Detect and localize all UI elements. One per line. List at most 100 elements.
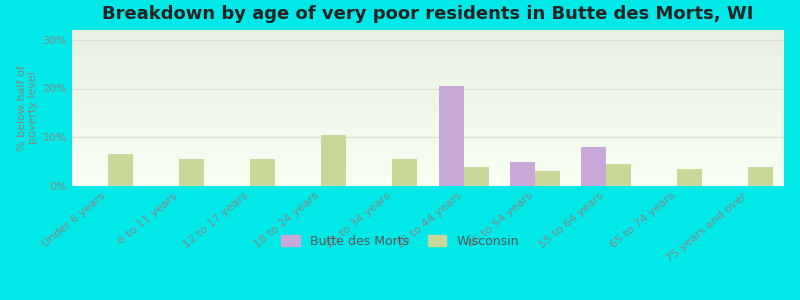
Bar <box>72 136 784 138</box>
Bar <box>438 86 464 186</box>
Bar <box>72 155 784 156</box>
Bar <box>72 47 784 49</box>
Bar <box>72 43 784 44</box>
Bar <box>72 97 784 99</box>
Bar <box>72 172 784 173</box>
Bar <box>72 99 784 100</box>
Bar <box>72 86 784 88</box>
Bar <box>72 50 784 52</box>
Bar <box>72 110 784 111</box>
Bar <box>72 114 784 116</box>
Bar <box>581 147 606 186</box>
Bar <box>72 142 784 144</box>
Bar <box>72 153 784 155</box>
Bar <box>72 160 784 161</box>
Bar <box>72 95 784 97</box>
Bar <box>72 175 784 177</box>
Bar <box>72 170 784 172</box>
Bar <box>72 177 784 178</box>
Bar <box>72 33 784 35</box>
Bar <box>72 68 784 69</box>
Bar <box>72 184 784 186</box>
Bar <box>72 92 784 94</box>
Bar <box>72 77 784 78</box>
Bar <box>72 128 784 130</box>
Bar <box>72 173 784 175</box>
Bar <box>72 89 784 91</box>
Bar <box>72 39 784 41</box>
Bar <box>72 100 784 102</box>
Bar <box>72 183 784 184</box>
Bar <box>72 63 784 64</box>
Bar <box>72 134 784 136</box>
Bar <box>72 72 784 74</box>
Bar <box>72 141 784 142</box>
Bar <box>72 130 784 131</box>
Bar <box>72 61 784 63</box>
Bar <box>72 69 784 70</box>
Bar <box>72 158 784 160</box>
Bar <box>72 94 784 95</box>
Bar <box>464 167 489 186</box>
Bar <box>72 91 784 92</box>
Bar <box>72 166 784 167</box>
Bar <box>72 124 784 125</box>
Bar <box>72 127 784 128</box>
Bar <box>72 156 784 158</box>
Bar <box>72 49 784 50</box>
Bar <box>72 41 784 43</box>
Bar <box>72 66 784 68</box>
Bar <box>72 178 784 180</box>
Bar <box>72 121 784 122</box>
Bar <box>72 125 784 127</box>
Legend: Butte des Morts, Wisconsin: Butte des Morts, Wisconsin <box>276 230 524 253</box>
Bar <box>72 85 784 86</box>
Bar <box>72 52 784 53</box>
Bar <box>179 159 204 186</box>
Bar <box>72 56 784 58</box>
Bar <box>72 108 784 110</box>
Bar <box>72 60 784 61</box>
Bar <box>107 154 133 186</box>
Bar <box>72 75 784 77</box>
Title: Breakdown by age of very poor residents in Butte des Morts, WI: Breakdown by age of very poor residents … <box>102 5 754 23</box>
Bar <box>72 138 784 139</box>
Bar <box>72 80 784 82</box>
Bar <box>749 167 774 186</box>
Bar <box>72 163 784 164</box>
Bar <box>72 167 784 169</box>
Bar <box>72 35 784 36</box>
Bar <box>72 152 784 153</box>
Bar <box>72 148 784 150</box>
Bar <box>72 55 784 56</box>
Bar <box>72 36 784 38</box>
Bar <box>72 44 784 46</box>
Bar <box>392 159 418 186</box>
Bar <box>322 135 346 186</box>
Bar <box>72 83 784 85</box>
Bar <box>72 106 784 108</box>
Bar <box>72 164 784 166</box>
Bar <box>72 88 784 89</box>
Bar <box>72 78 784 80</box>
Bar <box>510 162 534 186</box>
Bar <box>72 70 784 72</box>
Bar <box>72 147 784 148</box>
Bar <box>72 53 784 55</box>
Y-axis label: % below half of
poverty level: % below half of poverty level <box>17 65 38 151</box>
Bar <box>72 169 784 170</box>
Bar <box>72 131 784 133</box>
Bar <box>72 102 784 103</box>
Bar <box>72 113 784 114</box>
Bar <box>72 139 784 141</box>
Bar <box>72 116 784 117</box>
Bar <box>72 133 784 134</box>
Bar <box>72 38 784 39</box>
Bar <box>72 180 784 181</box>
Bar <box>72 150 784 152</box>
Bar <box>250 159 275 186</box>
Bar <box>606 164 631 186</box>
Bar <box>72 46 784 47</box>
Bar <box>72 58 784 60</box>
Bar <box>72 64 784 66</box>
